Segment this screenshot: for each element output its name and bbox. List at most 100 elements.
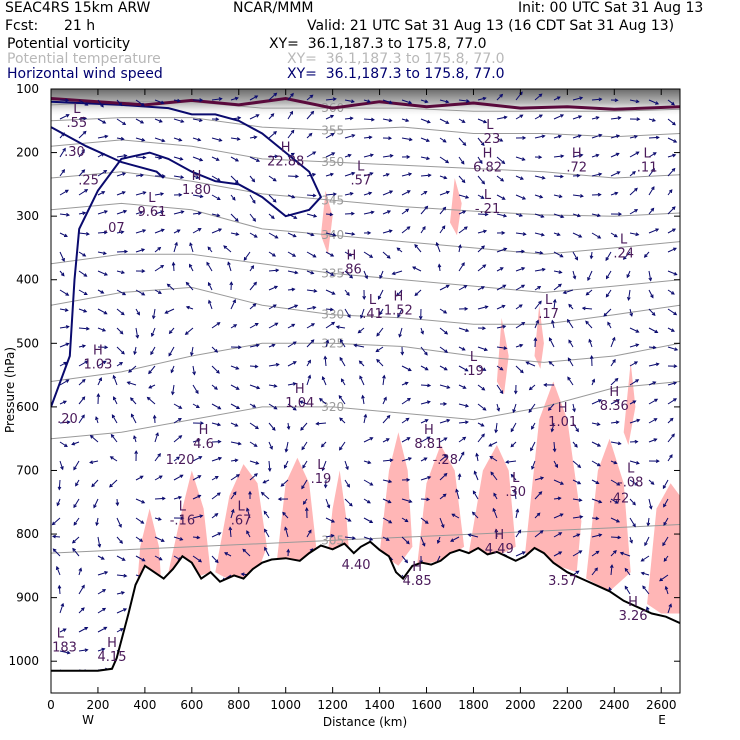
wind-vector: [511, 474, 517, 481]
wind-vector-head: [364, 275, 368, 280]
wind-vector: [477, 433, 485, 443]
wind-vector-head: [62, 628, 67, 632]
wind-vector: [78, 308, 87, 313]
wind-vector-head: [493, 492, 497, 497]
wind-vector-head: [503, 247, 508, 252]
wind-vector-head: [536, 512, 541, 517]
wind-vector: [249, 156, 260, 162]
wind-vector-head: [254, 95, 259, 99]
wind-vector-head: [101, 647, 106, 652]
wind-vector-head: [605, 275, 610, 280]
wind-vector-head: [321, 467, 326, 472]
wind-vector: [116, 362, 123, 367]
wind-vector-head: [256, 385, 261, 390]
wind-vector: [610, 517, 620, 523]
wind-vector: [230, 365, 239, 370]
wind-vector-head: [616, 482, 621, 486]
wind-vector-head: [330, 272, 335, 276]
wind-vector: [336, 326, 346, 329]
wind-vector-head: [100, 556, 105, 560]
wind-vector: [396, 289, 403, 297]
wind-vector-head: [133, 435, 137, 440]
rh-region: [496, 317, 509, 395]
wind-vector-head: [424, 99, 429, 104]
wind-vector: [208, 282, 213, 291]
wind-vector-head: [388, 229, 393, 233]
wind-vector: [553, 135, 562, 139]
wind-vector-head: [541, 267, 546, 272]
wind-vector-head: [217, 532, 222, 536]
wind-vector: [477, 156, 483, 164]
hl-letter: H: [295, 382, 305, 397]
wind-vector-head: [407, 397, 411, 402]
wind-vector: [458, 210, 466, 215]
wind-vector: [58, 585, 61, 595]
wind-vector-head: [307, 374, 312, 379]
wind-vector-head: [101, 191, 106, 195]
wind-vector-head: [585, 320, 589, 325]
wind-vector-head: [558, 532, 563, 536]
wind-vector: [401, 437, 410, 443]
wind-vector: [59, 213, 70, 216]
wind-vector-head: [348, 252, 353, 257]
wind-vector-head: [397, 314, 401, 319]
wind-vector-head: [329, 212, 334, 217]
wind-vector-head: [338, 394, 343, 399]
wind-vector-head: [82, 211, 87, 216]
wind-vector: [648, 186, 655, 196]
hl-letter: H: [572, 147, 582, 162]
wind-vector-head: [382, 374, 386, 379]
wind-vector-head: [668, 189, 673, 193]
wind-vector-head: [635, 232, 640, 237]
wind-vector: [97, 360, 107, 367]
hl-letter: L: [644, 147, 652, 162]
wind-vector: [572, 550, 582, 557]
wind-vector-head: [615, 399, 620, 403]
hl-value: .41: [362, 307, 383, 322]
wind-vector-head: [351, 171, 356, 176]
wind-vector-head: [650, 481, 655, 485]
wind-vector: [211, 532, 221, 538]
wind-vector-head: [84, 360, 89, 364]
wind-vector-head: [501, 304, 506, 309]
wind-vector: [610, 479, 620, 486]
wind-vector-head: [51, 521, 56, 526]
wind-vector-head: [195, 390, 199, 395]
valid-time: Valid: 21 UTC Sat 31 Aug 13 (16 CDT Sat …: [307, 18, 675, 34]
wind-vector-head: [214, 513, 219, 517]
wind-vector: [243, 251, 251, 261]
wind-vector: [128, 365, 137, 373]
wind-vector-head: [231, 196, 236, 201]
wind-vector-head: [330, 534, 335, 538]
wind-vector: [458, 137, 466, 146]
wind-vector-head: [450, 538, 454, 542]
wind-vector-head: [543, 383, 548, 387]
rh-region: [320, 190, 333, 255]
wind-vector: [667, 433, 675, 443]
wind-vector: [549, 337, 555, 348]
wind-vector-head: [230, 508, 235, 513]
wind-vector-head: [615, 134, 620, 139]
wind-vector: [116, 155, 127, 158]
wind-vector: [648, 327, 658, 333]
wind-vector-head: [426, 436, 431, 440]
wind-vector-head: [598, 97, 603, 102]
wind-vector-head: [160, 538, 165, 542]
wind-vector-head: [291, 194, 296, 199]
wind-vector: [620, 552, 631, 557]
wind-vector-head: [481, 386, 486, 391]
wind-vector: [360, 308, 365, 319]
wind-vector: [97, 555, 105, 560]
wind-vector-head: [626, 274, 631, 279]
wind-vector-head: [518, 304, 523, 308]
wind-vector-head: [330, 694, 333, 697]
wind-vector: [167, 283, 175, 291]
wind-vector: [97, 626, 107, 633]
wind-vector: [529, 384, 536, 390]
wind-vector-head: [518, 213, 524, 217]
wind-vector-head: [670, 291, 675, 295]
wind-vector: [135, 517, 144, 524]
wind-vector-head: [512, 409, 516, 414]
wind-vector-head: [234, 179, 239, 184]
wind-vector: [322, 460, 327, 471]
